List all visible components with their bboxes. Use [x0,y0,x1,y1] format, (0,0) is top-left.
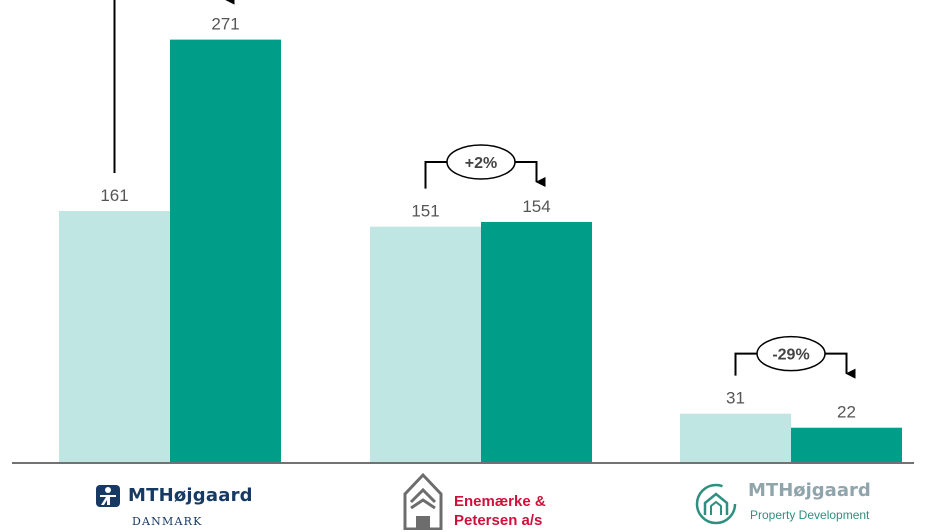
change-arrow-2 [515,160,546,187]
change-badge-2 [446,144,516,180]
change-connector-left-3 [734,352,757,376]
logo-mthojgaard-wordmark: MTHøjgaard [128,485,253,506]
bar-2-group-1 [170,39,281,462]
data-label-1-group-3: 31 [726,389,745,408]
change-connector-left-2 [424,160,447,189]
logo-enemaerke-petersen: Enemærke & Petersen a/s [402,472,572,530]
bar-1-group-2 [370,226,481,462]
data-label-2-group-1: 271 [211,15,239,34]
data-label-2-group-2: 154 [522,197,550,216]
data-label-1-group-2: 151 [411,202,439,221]
bar-2-group-2 [481,221,592,462]
logo-mthojgaard-pd-subtitle: Property Development [750,508,870,522]
bar-2-group-3 [791,427,902,462]
change-label-2: +2% [465,155,497,172]
change-badge-3 [756,335,826,372]
change-arrow-3 [825,352,856,379]
data-label-2-group-3: 22 [837,403,856,422]
logo-mthojgaard-danmark: MTHøjgaard DANMARK [96,483,266,528]
logo-mthojgaard-subtitle: DANMARK [132,515,203,528]
house-outline-icon [403,472,443,530]
logo-ep-line2: Petersen a/s [454,512,543,529]
mth-person-icon [96,485,120,507]
logo-ep-line1: Enemærke & [454,493,546,510]
logo-mthojgaard-property-development: MTHøjgaard Property Development [694,478,904,528]
logo-mthojgaard-pd-wordmark: MTHøjgaard [748,480,871,501]
data-label-1-group-1: 161 [100,186,128,205]
house-circle-icon [695,483,737,525]
change-connector-left-1 [113,0,116,174]
bar-1-group-1 [59,211,170,462]
change-label-3: -29% [772,347,809,364]
bar-1-group-3 [680,413,791,462]
